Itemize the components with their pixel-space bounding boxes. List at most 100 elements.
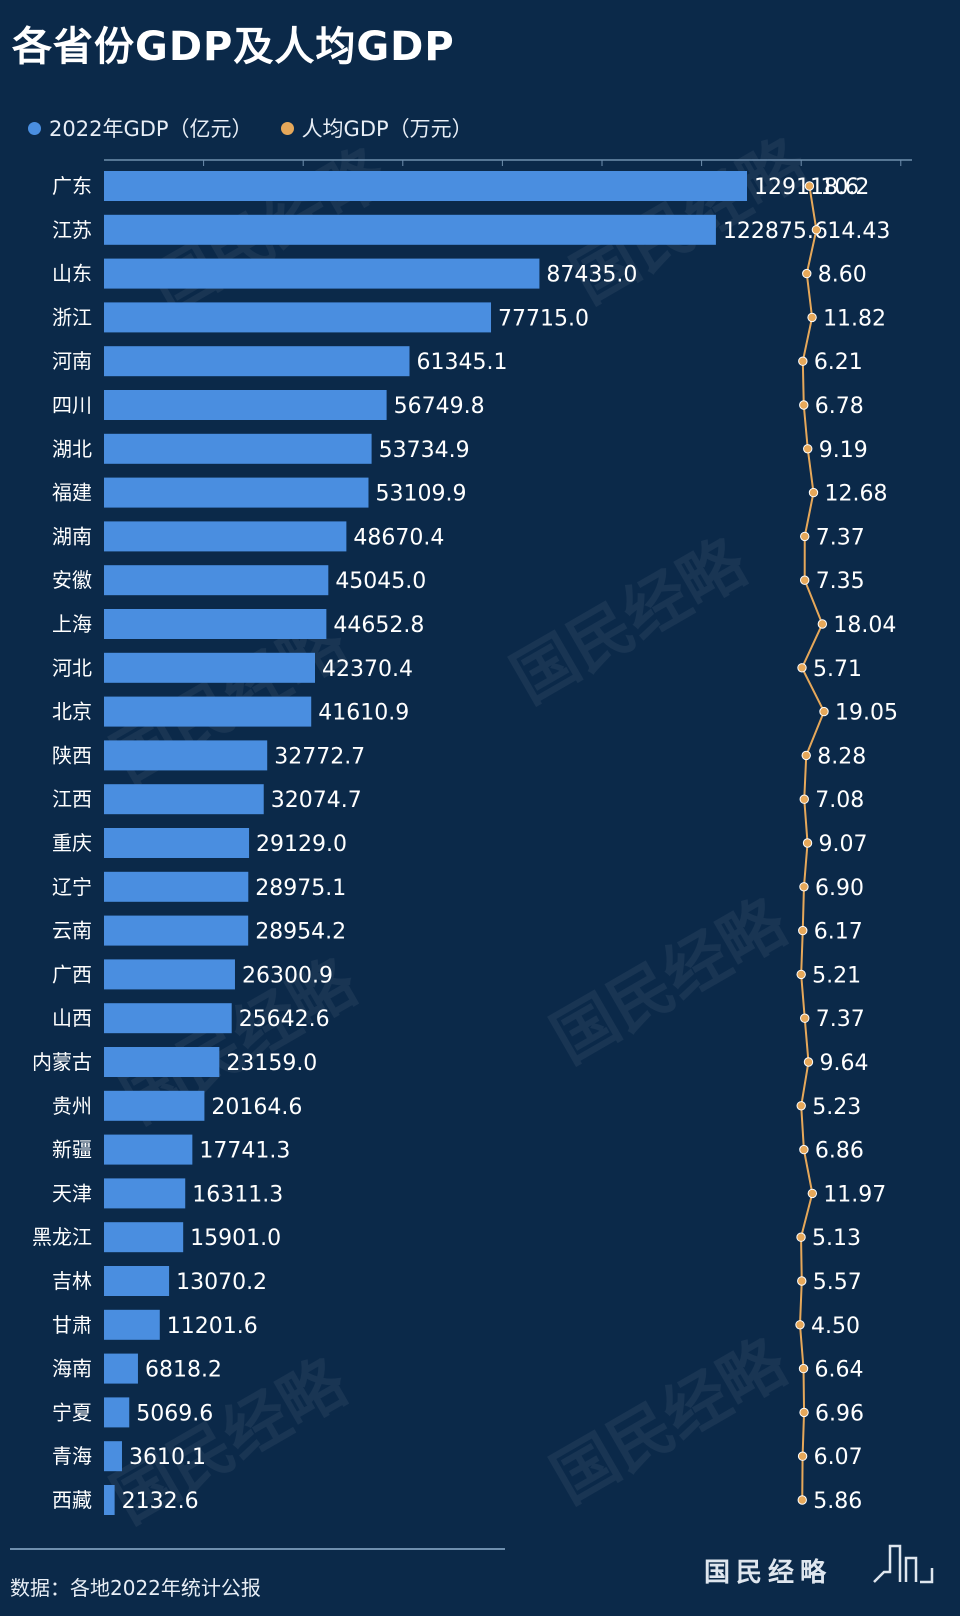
per-capita-data-label: 6.64 (815, 1358, 864, 1383)
per-capita-data-label: 9.07 (819, 832, 868, 857)
gdp-data-label: 32074.7 (271, 788, 362, 813)
per-capita-point (817, 619, 828, 629)
gdp-data-label: 28954.2 (255, 920, 346, 945)
per-capita-point (799, 1407, 809, 1418)
per-capita-point (800, 575, 810, 585)
per-capita-point (802, 838, 813, 848)
gdp-data-label: 87435.0 (546, 263, 637, 288)
per-capita-data-label: 4.50 (811, 1314, 860, 1339)
gdp-bar (104, 1441, 122, 1472)
gdp-data-label: 77715.0 (498, 306, 589, 331)
legend: 2022年GDP（亿元） 人均GDP（万元） (28, 112, 501, 144)
gdp-bar (104, 1047, 220, 1077)
gdp-bar (104, 390, 387, 420)
per-capita-point (804, 181, 815, 191)
per-capita-data-label: 9.64 (819, 1051, 868, 1076)
category-label: 新疆 (52, 1138, 92, 1162)
gdp-bar (104, 1090, 205, 1121)
per-capita-point (801, 750, 811, 761)
gdp-bar (104, 346, 410, 377)
gdp-data-label: 29129.0 (256, 832, 347, 857)
per-capita-data-label: 10.2 (820, 175, 869, 200)
per-capita-point (802, 268, 812, 279)
legend-swatch-per-capita (280, 121, 294, 135)
gdp-data-label: 2132.6 (122, 1489, 199, 1514)
per-capita-data-label: 5.57 (813, 1270, 862, 1295)
gdp-bar (104, 521, 347, 552)
per-capita-point (796, 1232, 806, 1242)
category-label: 河南 (52, 349, 92, 373)
per-capita-data-label: 14.43 (827, 219, 890, 244)
category-label: 福建 (52, 481, 92, 505)
per-capita-data-label: 9.19 (819, 438, 868, 463)
category-label: 江苏 (52, 218, 92, 242)
per-capita-point (800, 1013, 810, 1023)
category-label: 重庆 (52, 831, 92, 855)
category-label: 宁夏 (52, 1400, 92, 1424)
legend-item-gdp: 2022年GDP（亿元） (28, 113, 253, 143)
per-capita-data-label: 6.86 (815, 1139, 864, 1164)
gdp-bar (104, 1222, 184, 1253)
gdp-bar (104, 1178, 186, 1209)
gdp-bar (104, 784, 264, 815)
per-capita-data-label: 6.07 (814, 1445, 863, 1470)
per-capita-data-label: 5.71 (813, 657, 862, 682)
category-label: 陕西 (52, 743, 92, 767)
gdp-data-label: 28975.1 (255, 876, 346, 901)
source-note: 数据：各地2022年统计公报 (10, 1576, 261, 1600)
gdp-data-label: 15901.0 (190, 1226, 281, 1251)
legend-label-gdp: 2022年GDP（亿元） (49, 117, 253, 141)
category-label: 西藏 (52, 1488, 92, 1512)
category-label: 北京 (52, 700, 92, 724)
gdp-bar (104, 1266, 170, 1296)
per-capita-data-label: 5.21 (812, 963, 861, 988)
category-label: 广东 (52, 174, 92, 198)
category-label: 江西 (52, 787, 92, 811)
gdp-bar (104, 652, 316, 683)
per-capita-point (803, 1057, 814, 1067)
gdp-bar (104, 1003, 232, 1034)
category-label: 内蒙古 (32, 1050, 92, 1074)
per-capita-point (811, 225, 822, 235)
per-capita-point (797, 1495, 807, 1505)
per-capita-point (803, 444, 813, 454)
per-capita-data-label: 8.28 (817, 744, 866, 769)
gdp-data-label: 48670.4 (353, 525, 444, 550)
category-label: 甘肃 (52, 1313, 92, 1337)
gdp-data-label: 11201.6 (167, 1314, 258, 1339)
gdp-data-label: 26300.9 (242, 963, 333, 988)
gdp-bar (104, 740, 268, 771)
gdp-bar (104, 696, 312, 727)
per-capita-point (797, 1451, 808, 1461)
gdp-bar (104, 609, 327, 639)
per-capita-data-label: 6.17 (814, 920, 863, 945)
gdp-bar (104, 1353, 138, 1384)
per-capita-point (797, 663, 807, 673)
per-capita-point (799, 794, 809, 804)
per-capita-data-label: 12.68 (824, 482, 887, 507)
per-capita-point (799, 882, 809, 892)
per-capita-data-label: 7.08 (815, 788, 864, 813)
gdp-data-label: 13070.2 (176, 1270, 267, 1295)
category-label: 安徽 (52, 568, 92, 592)
category-label: 吉林 (52, 1269, 92, 1293)
per-capita-point (807, 312, 817, 323)
category-label: 贵州 (52, 1094, 92, 1118)
category-label: 辽宁 (52, 875, 92, 899)
per-capita-data-label: 6.96 (815, 1401, 864, 1426)
per-capita-data-label: 5.13 (812, 1226, 861, 1251)
gdp-bar (104, 1485, 115, 1515)
gdp-data-label: 25642.6 (239, 1007, 330, 1032)
gdp-bar (104, 1134, 193, 1165)
gdp-data-label: 3610.1 (129, 1445, 206, 1470)
gdp-data-label: 5069.6 (136, 1401, 213, 1426)
per-capita-data-label: 6.78 (815, 394, 864, 419)
category-label: 湖南 (52, 524, 92, 548)
category-label: 海南 (52, 1357, 92, 1381)
category-label: 山东 (52, 262, 92, 286)
category-label: 湖北 (52, 437, 92, 461)
category-label: 浙江 (52, 305, 92, 329)
gdp-bar (104, 214, 716, 245)
category-label: 天津 (52, 1181, 92, 1205)
